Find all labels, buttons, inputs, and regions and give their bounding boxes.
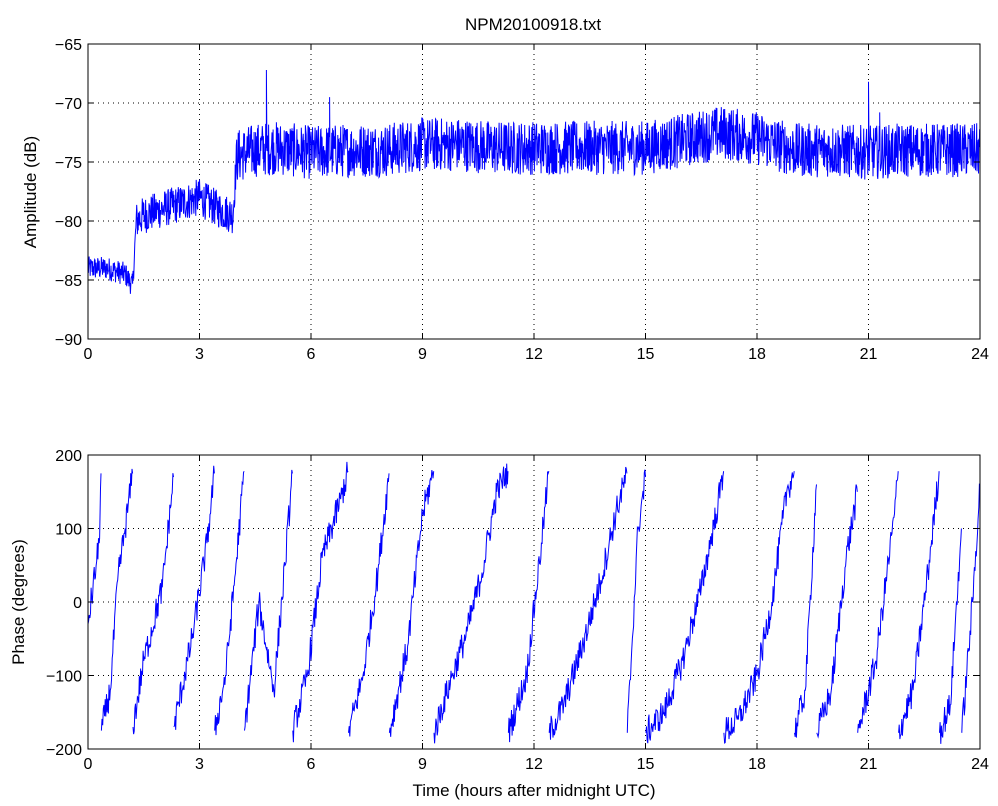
phase-y-tick-label: 0 [73,595,82,612]
amplitude-x-tick-label: 3 [195,346,204,363]
amplitude-x-tick-label: 18 [748,346,766,363]
amplitude-axes: 0 3 6 9 12 15 18 21 24 −90 −85 −80 −75 −70 −65 Amplitu… [21,37,989,363]
phase-x-tick-label: 21 [860,756,878,773]
amplitude-y-tick-label: −80 [55,214,82,231]
amplitude-x-tick-label: 21 [860,346,878,363]
amplitude-x-tick-label: 0 [84,346,93,363]
phase-series [87,461,981,744]
amplitude-series [87,69,981,294]
amplitude-series-line [87,69,981,294]
phase-axes: 0 3 6 9 12 15 18 21 24 −200 −100 0 100 200 Phase (deg… [9,448,989,800]
amplitude-ticks: 0 3 6 9 12 15 18 21 24 −90 −85 −80 −75 −70 −65 [55,37,989,363]
phase-x-tick-label: 18 [748,756,766,773]
phase-x-tick-label: 24 [971,756,989,773]
amplitude-x-tick-label: 24 [971,346,989,363]
phase-ticks: 0 3 6 9 12 15 18 21 24 −200 −100 0 100 200 [46,448,989,773]
amplitude-x-tick-label: 12 [525,346,543,363]
amplitude-x-tick-label: 9 [418,346,427,363]
amplitude-y-tick-label: −70 [55,96,82,113]
phase-series-line [87,461,981,744]
phase-x-tick-label: 15 [637,756,655,773]
amplitude-x-tick-label: 6 [307,346,316,363]
phase-y-tick-label: 200 [55,448,82,465]
amplitude-y-label: Amplitude (dB) [21,136,40,248]
phase-y-tick-label: −100 [46,669,82,686]
phase-x-tick-label: 9 [418,756,427,773]
amplitude-y-tick-label: −85 [55,273,82,290]
phase-x-tick-label: 6 [307,756,316,773]
phase-y-tick-label: 100 [55,522,82,539]
amplitude-y-tick-label: −90 [55,332,82,349]
phase-x-label: Time (hours after midnight UTC) [412,781,655,800]
amplitude-x-tick-label: 15 [637,346,655,363]
amplitude-y-tick-label: −65 [55,37,82,54]
amplitude-y-tick-label: −75 [55,155,82,172]
phase-x-tick-label: 0 [84,756,93,773]
phase-x-tick-label: 12 [525,756,543,773]
phase-y-tick-label: −200 [46,742,82,759]
phase-y-label: Phase (degrees) [9,539,28,665]
figure-title: NPM20100918.txt [465,15,601,34]
phase-x-tick-label: 3 [195,756,204,773]
